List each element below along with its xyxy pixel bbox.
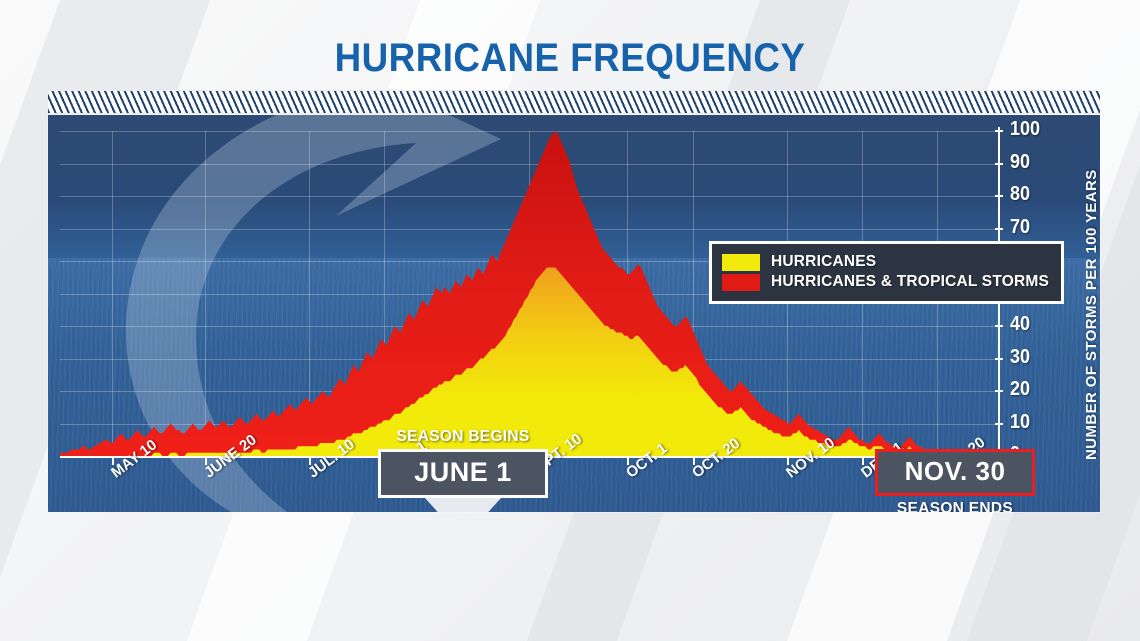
chart-legend: HURRICANES HURRICANES & TROPICAL STORMS: [709, 241, 1065, 304]
chart-panel: 0102030405060708090100 NUMBER OF STORMS …: [48, 115, 1100, 512]
legend-swatch-storms: [722, 273, 760, 291]
x-axis-tick: [861, 457, 864, 465]
y-axis-title: NUMBER OF STORMS PER 100 YEARS: [1083, 169, 1100, 460]
gridline-vertical: [111, 131, 113, 456]
decorative-hatch-band: [48, 90, 1100, 114]
gridline-horizontal: [60, 163, 998, 165]
season-begins-arrow-icon: [425, 498, 501, 512]
gridline-horizontal: [60, 131, 998, 132]
gridline-vertical: [308, 131, 310, 456]
legend-item: HURRICANES & TROPICAL STORMS: [722, 273, 1049, 291]
x-axis-tick: [205, 457, 208, 465]
y-axis-tick: [995, 130, 1003, 132]
x-axis-tick: [111, 457, 114, 465]
x-axis-tick: [308, 457, 311, 465]
y-axis-tick-label: 40: [1010, 313, 1031, 335]
plot-area: [48, 115, 1100, 512]
page-title: HURRICANE FREQUENCY: [334, 36, 806, 80]
y-axis-tick: [995, 357, 1003, 360]
season-ends-date: NOV. 30: [904, 456, 1006, 486]
gridline-vertical: [383, 131, 385, 456]
legend-label: HURRICANES & TROPICAL STORMS: [771, 273, 1050, 290]
y-axis-tick: [995, 422, 1003, 425]
hurricane-swirl-watermark: [126, 115, 501, 512]
season-begins-callout: SEASON BEGINS JUNE 1: [378, 428, 548, 512]
y-axis-tick: [995, 162, 1003, 165]
season-ends-box: NOV. 30: [875, 449, 1035, 496]
y-axis-tick-label: 20: [1010, 378, 1031, 400]
season-ends-kicker: SEASON ENDS: [896, 500, 1014, 512]
y-axis-tick-label: 80: [1010, 183, 1031, 205]
gridline-vertical: [693, 131, 695, 456]
chart-series-area: [60, 131, 998, 456]
y-axis-tick-label: 30: [1010, 345, 1031, 368]
y-axis-tick: [995, 195, 1003, 197]
season-begins-kicker: SEASON BEGINS: [396, 428, 530, 445]
x-axis-tick: [627, 457, 630, 465]
y-axis-tick-label: 90: [1010, 150, 1031, 173]
legend-item: HURRICANES: [722, 253, 1049, 271]
x-axis-tick: [693, 457, 696, 465]
season-begins-box: JUNE 1: [378, 449, 548, 498]
legend-label: HURRICANES: [771, 253, 877, 270]
y-axis-tick-label: 70: [1010, 215, 1031, 238]
y-axis-tick: [995, 325, 1003, 327]
season-begins-date: JUNE 1: [414, 457, 512, 487]
season-ends-callout: NOV. 30 SEASON ENDS: [875, 449, 1035, 512]
y-axis-tick-label: 10: [1010, 410, 1031, 433]
x-axis-tick: [786, 457, 789, 465]
y-axis-tick: [995, 227, 1003, 230]
series-hurricanes: [60, 267, 998, 456]
gridline-vertical: [205, 131, 207, 456]
y-axis-tick: [995, 390, 1003, 392]
y-axis-tick-label: 100: [1010, 118, 1041, 140]
legend-swatch-hurricanes: [722, 253, 760, 271]
